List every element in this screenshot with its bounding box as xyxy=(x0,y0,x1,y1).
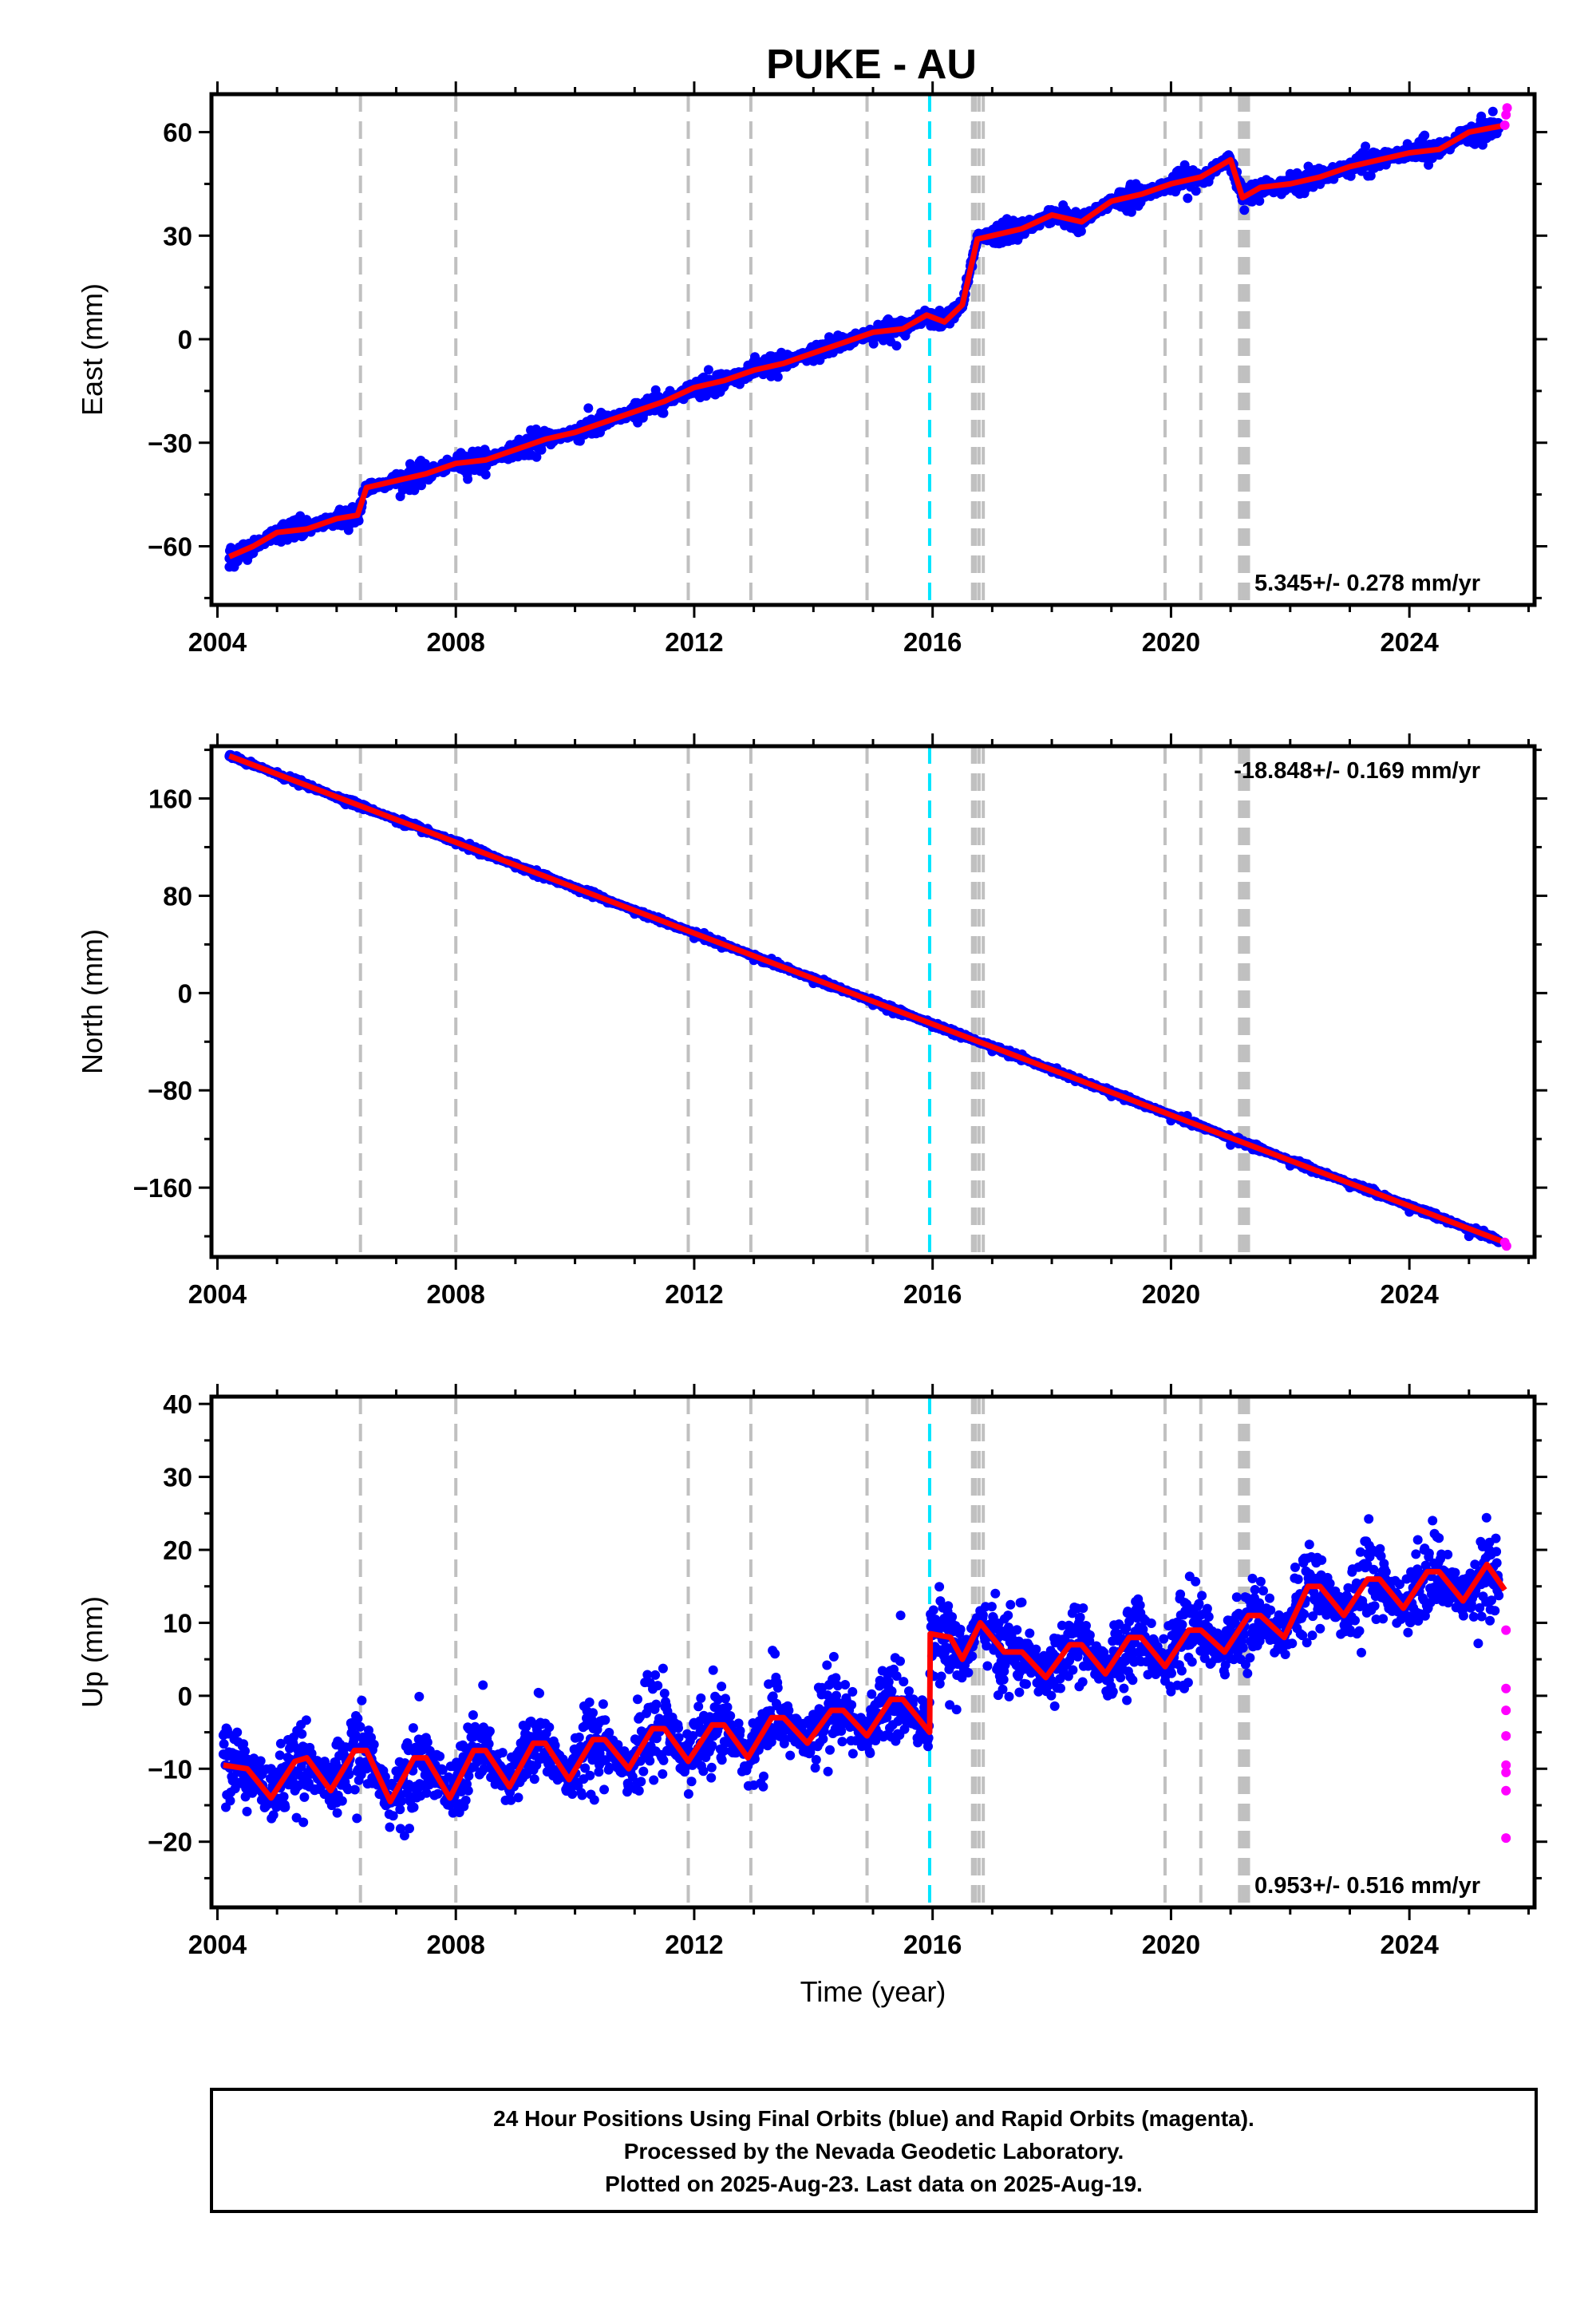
data-point xyxy=(703,365,713,375)
data-point xyxy=(536,445,547,455)
x-tick-label: 2008 xyxy=(426,627,484,657)
data-point xyxy=(417,480,426,491)
data-point xyxy=(248,548,259,559)
data-point xyxy=(583,403,594,413)
rate-label: 5.345+/- 0.278 mm/yr xyxy=(1254,571,1480,596)
y-tick-label: 60 xyxy=(163,118,192,148)
rapid-point xyxy=(1499,120,1510,130)
y-tick-label: 0 xyxy=(178,325,192,354)
y-axis-label: East (mm) xyxy=(76,283,109,416)
chart-title: PUKE - AU xyxy=(766,41,977,88)
data-point xyxy=(531,452,542,462)
data-point xyxy=(1361,141,1371,152)
data-point xyxy=(1183,193,1193,204)
data-point xyxy=(1076,226,1086,236)
y-tick-label: −60 xyxy=(148,532,192,561)
data-point xyxy=(480,469,491,480)
data-point xyxy=(658,408,669,418)
data-point xyxy=(1126,207,1136,217)
data-point xyxy=(1365,171,1376,181)
data-point xyxy=(1487,106,1498,117)
data-point xyxy=(1239,205,1250,215)
rapid-point xyxy=(1502,103,1512,113)
data-point xyxy=(1420,130,1430,140)
plot-area xyxy=(224,94,1512,605)
data-point xyxy=(1254,196,1265,206)
data-point xyxy=(354,516,364,526)
model-line xyxy=(228,122,1506,559)
rapid-orbit-points xyxy=(1499,103,1512,130)
data-point xyxy=(891,341,902,351)
x-tick-label: 2016 xyxy=(903,627,962,657)
panel-north: 2004 2008 2012 2016 2020 2024−160−80080160Nor… xyxy=(76,733,1547,1309)
plot-area xyxy=(224,746,1511,1257)
data-point xyxy=(1191,186,1201,196)
y-tick-label: 30 xyxy=(163,221,192,251)
data-point xyxy=(772,372,783,382)
x-tick-label: 2004 xyxy=(188,627,247,657)
x-tick-label: 2024 xyxy=(1380,627,1439,657)
data-point xyxy=(224,562,235,572)
data-point xyxy=(463,474,473,484)
panel-east: 2004 2008 2012 2016 2020 2024 −60 −30 0 30 60 East … xyxy=(76,81,1547,657)
y-tick-label: −30 xyxy=(148,429,192,458)
x-tick-label: 2020 xyxy=(1142,627,1200,657)
x-tick-label: 2012 xyxy=(665,627,723,657)
chart-panels: 2004 2008 2012 2016 2020 2024 −60 −30 0 30 60 East … xyxy=(76,81,1547,2008)
